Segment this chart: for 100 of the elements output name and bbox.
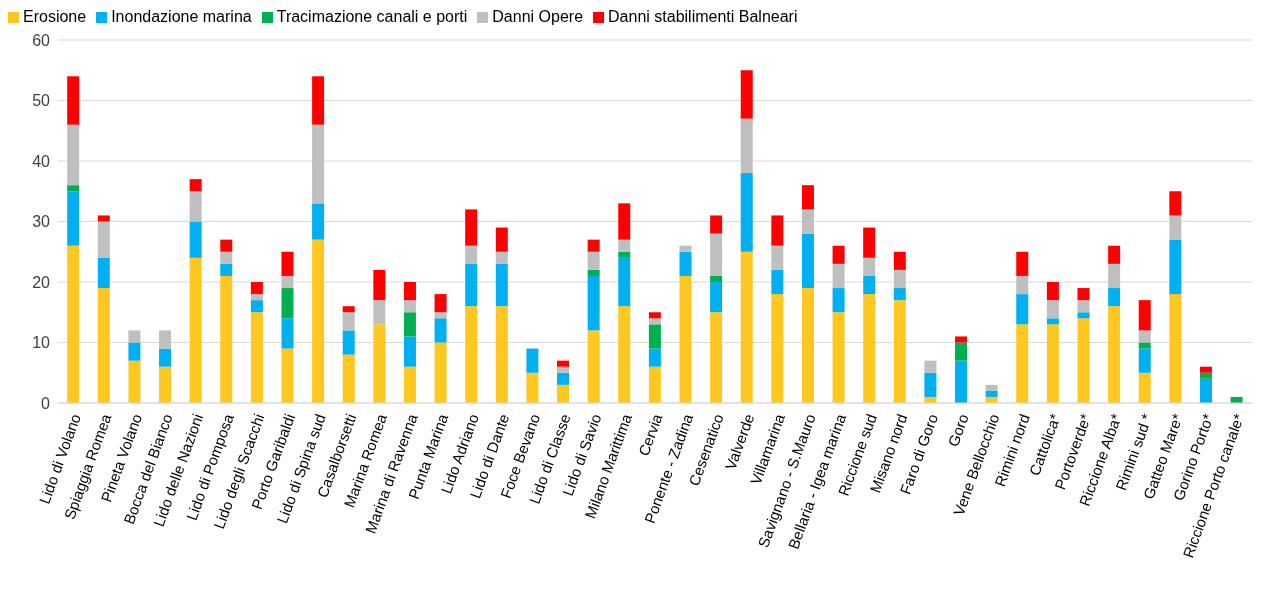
- bar: [1077, 288, 1090, 301]
- bar: [832, 288, 845, 313]
- bar: [801, 233, 814, 289]
- bar: [495, 251, 508, 264]
- bar: [97, 221, 110, 258]
- bar: [189, 191, 202, 222]
- bar: [495, 306, 508, 403]
- bar: [281, 318, 294, 349]
- bar: [1046, 300, 1059, 319]
- bar: [434, 294, 447, 313]
- x-tick-label: Cervia: [634, 410, 666, 459]
- bar: [557, 360, 570, 367]
- bar: [1138, 348, 1151, 373]
- bar: [465, 245, 478, 264]
- bar: [587, 251, 600, 270]
- bar: [495, 227, 508, 252]
- y-tick-label: 0: [41, 394, 51, 412]
- bar: [893, 251, 906, 270]
- bar: [465, 209, 478, 246]
- bar: [250, 300, 263, 313]
- bar: [1199, 366, 1212, 373]
- bar: [1199, 372, 1212, 379]
- bar: [1077, 318, 1090, 403]
- bar: [1108, 263, 1121, 289]
- bar: [1077, 300, 1090, 313]
- bar: [495, 263, 508, 307]
- bar: [342, 330, 355, 355]
- bar: [1077, 312, 1090, 319]
- bar: [403, 300, 416, 313]
- x-tick-label: Goro: [944, 411, 972, 449]
- bar: [403, 366, 416, 403]
- bar: [281, 251, 294, 276]
- bar: [250, 312, 263, 403]
- bar: [189, 257, 202, 403]
- bar: [1016, 324, 1029, 403]
- bar: [220, 251, 233, 264]
- bar: [526, 348, 539, 373]
- bar: [648, 348, 661, 367]
- bar: [648, 324, 661, 349]
- bar: [587, 239, 600, 252]
- bar: [1169, 294, 1182, 403]
- legend-label: Danni stabilimenti Balneari: [608, 8, 798, 25]
- bar: [220, 263, 233, 276]
- bar: [648, 366, 661, 403]
- bar: [893, 300, 906, 403]
- bar: [1016, 251, 1029, 276]
- bar: [189, 221, 202, 258]
- bar: [679, 251, 692, 276]
- legend-label: Danni Opere: [492, 8, 584, 25]
- bar: [1169, 191, 1182, 216]
- bar: [1016, 294, 1029, 325]
- bar: [801, 288, 814, 403]
- bar: [863, 227, 876, 258]
- bar: [924, 360, 937, 373]
- bar: [710, 275, 723, 282]
- bar: [679, 245, 692, 252]
- bar: [128, 330, 141, 343]
- bar: [801, 209, 814, 234]
- bar: [220, 239, 233, 252]
- bar: [434, 312, 447, 319]
- y-tick-label: 20: [32, 273, 51, 291]
- bar: [1169, 239, 1182, 295]
- bar: [955, 342, 968, 361]
- bar: [832, 263, 845, 289]
- bar: [97, 288, 110, 403]
- bar: [342, 354, 355, 403]
- bar: [832, 312, 845, 403]
- bar: [159, 330, 172, 349]
- bar: [557, 366, 570, 373]
- bar: [740, 118, 753, 174]
- bar: [557, 384, 570, 403]
- bar: [740, 251, 753, 403]
- bar: [557, 372, 570, 385]
- bar: [618, 239, 631, 252]
- bar: [618, 306, 631, 403]
- bar: [373, 269, 386, 301]
- bar: [863, 294, 876, 403]
- bar: [250, 294, 263, 301]
- bar: [618, 251, 631, 258]
- legend-label: Tracimazione canali e porti: [276, 8, 468, 25]
- bar: [281, 275, 294, 289]
- legend-label: Inondazione marina: [111, 8, 252, 25]
- bar: [434, 342, 447, 403]
- bar: [801, 185, 814, 210]
- bar: [67, 185, 80, 192]
- bar: [740, 70, 753, 119]
- bar: [893, 288, 906, 301]
- bar: [67, 76, 80, 125]
- bar: [1169, 215, 1182, 240]
- bar: [1046, 318, 1059, 325]
- bar: [710, 282, 723, 313]
- bar: [1199, 378, 1212, 403]
- bar: [587, 275, 600, 331]
- bar: [97, 257, 110, 289]
- bar: [403, 312, 416, 337]
- bar: [97, 215, 110, 222]
- bar: [740, 173, 753, 252]
- bar: [281, 348, 294, 403]
- bar: [67, 124, 80, 186]
- y-tick-label: 60: [32, 31, 51, 49]
